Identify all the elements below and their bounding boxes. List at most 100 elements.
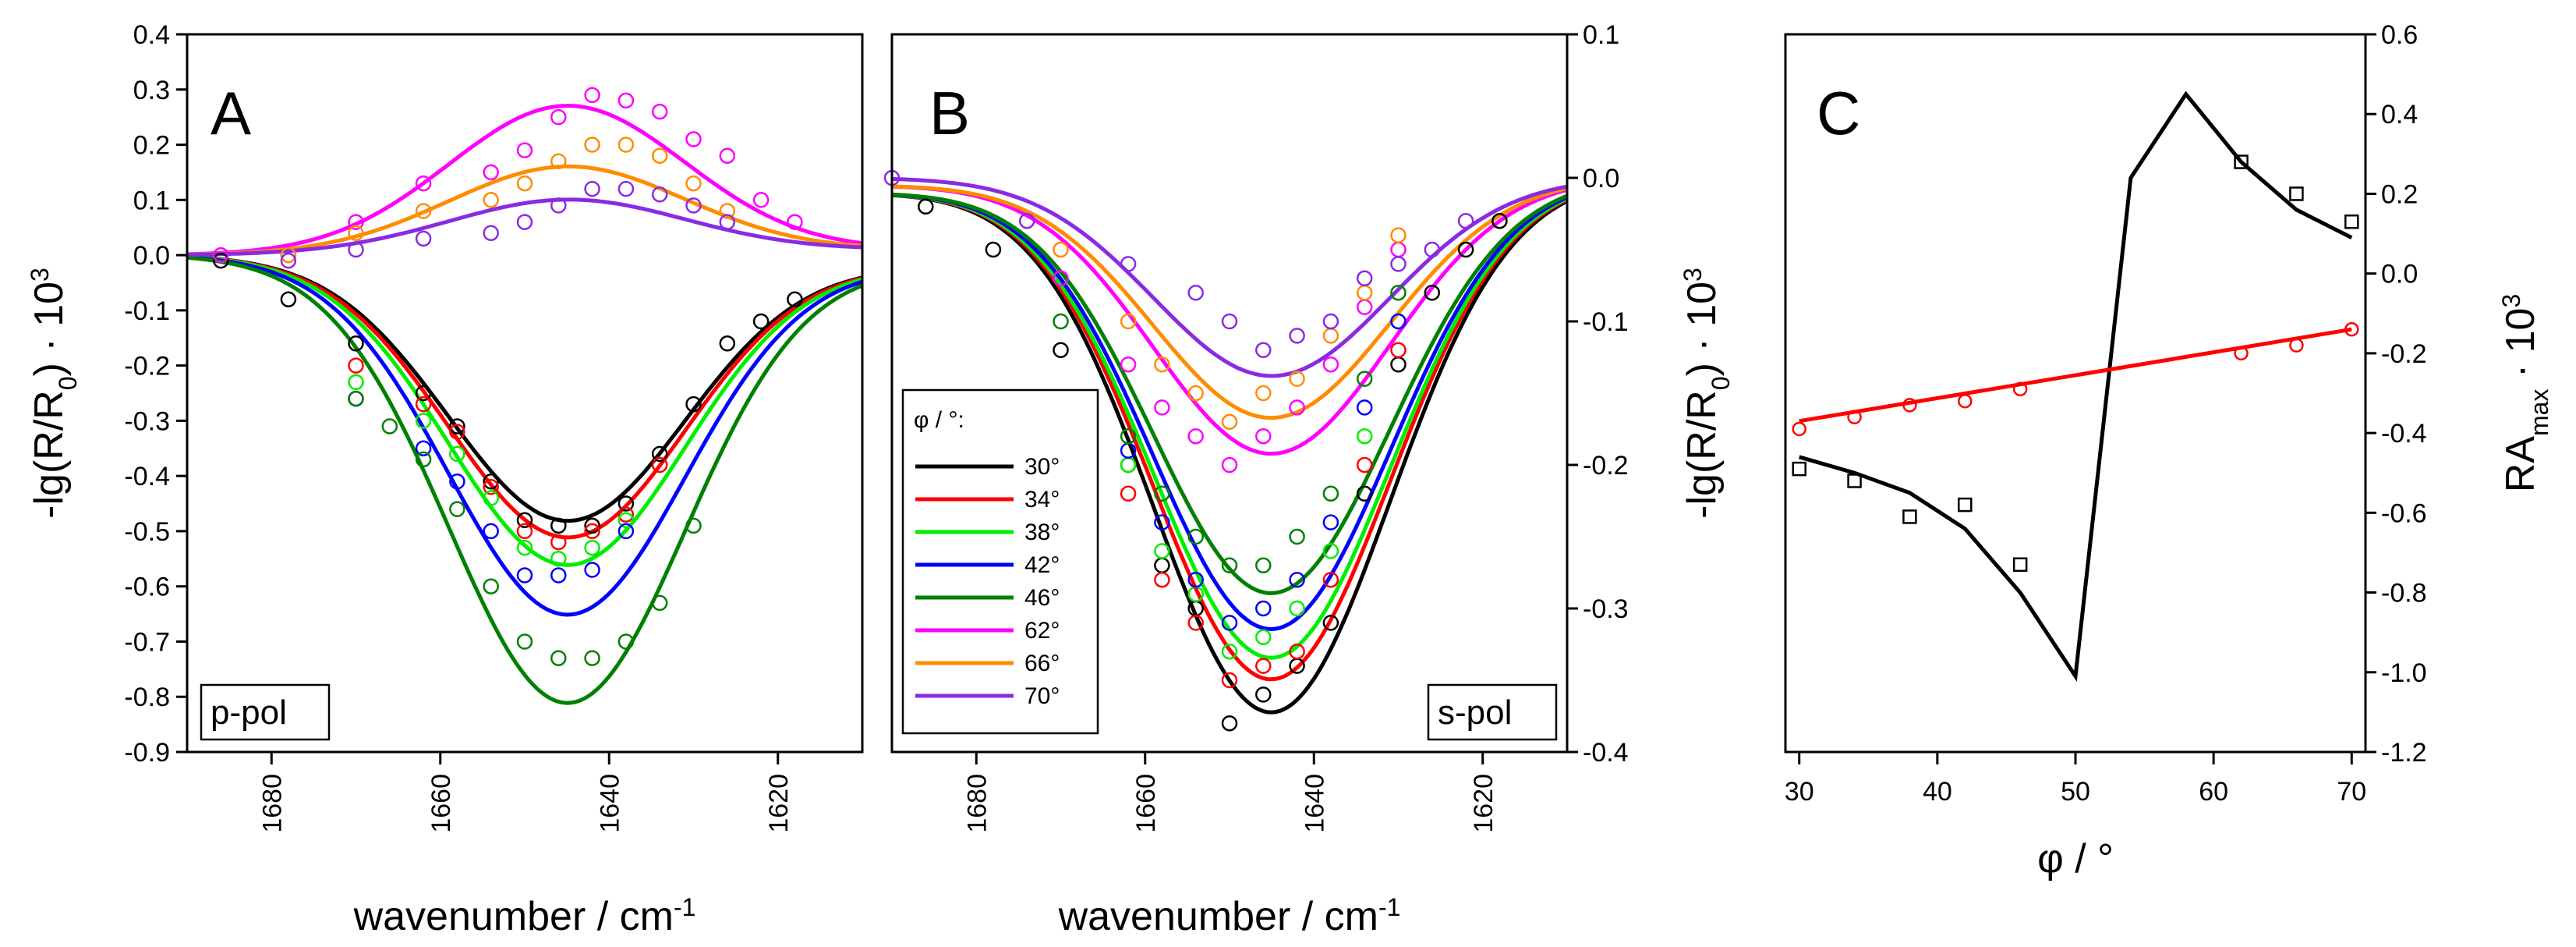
data-point-38 — [1154, 543, 1170, 559]
series-line-46 — [891, 192, 1568, 595]
y-tick-label: -0.4 — [1583, 738, 1629, 768]
data-point-66 — [1255, 385, 1272, 402]
legend-box — [901, 388, 1099, 735]
y-tick-label: 0.2 — [2381, 179, 2418, 209]
legend-entry-70: 70° — [1024, 683, 1060, 709]
panel-b-xlabel: wavenumber / cm-1 — [1058, 893, 1401, 939]
data-point-66 — [584, 137, 600, 153]
data-point-30 — [1322, 615, 1339, 631]
data-point-30 — [1424, 284, 1441, 301]
x-tick-label: 70 — [2337, 777, 2366, 807]
x-tick-label: 1680 — [257, 774, 287, 833]
data-point-46 — [1120, 427, 1137, 445]
x-tick-label: 40 — [1923, 777, 1952, 807]
data-point-30 — [985, 241, 1002, 258]
data-point-38 — [1120, 456, 1137, 474]
data-point-46 — [449, 501, 465, 517]
panel-c-ticks: 0.6 0.4 0.2 0.0 -0.2 -0.4 -0.6 -0.8 -1.0 -1.2 30 40… — [1785, 20, 2427, 807]
x-tick-label: 30 — [1785, 777, 1814, 807]
data-point-62 — [651, 103, 668, 120]
panel-c-frame — [1784, 33, 2367, 754]
data-point-62 — [1053, 270, 1069, 287]
data-point-38 — [415, 413, 432, 429]
data-point-30 — [1053, 342, 1069, 359]
legend-entry-38: 38° — [1024, 520, 1060, 545]
legend-entry-30: 30° — [1024, 454, 1060, 480]
data-point-42 — [550, 567, 567, 583]
data-point-30 — [280, 291, 297, 307]
y-tick-label: -0.5 — [124, 517, 170, 547]
data-point-46 — [415, 451, 432, 468]
data-point-62 — [516, 142, 533, 158]
data-point-66 — [1356, 284, 1373, 301]
data-point-70 — [415, 230, 432, 247]
data-point-30 — [584, 517, 600, 534]
data-point-70 — [1424, 241, 1441, 258]
data-point-42 — [617, 523, 635, 540]
panel-a-ticks: 0.4 0.3 0.2 0.1 0.0 -0.1 -0.2 -0.3 -0.4 -0.5 -0.6 -… — [124, 20, 793, 833]
series-line-66 — [186, 164, 863, 257]
data-point-62 — [1154, 399, 1170, 416]
data-point-34 — [516, 523, 533, 540]
data-point-34 — [1187, 615, 1204, 631]
data-point-66 — [415, 203, 432, 219]
x-tick-label: 1620 — [764, 774, 794, 833]
data-point-p — [2344, 214, 2359, 229]
data-point-62 — [787, 214, 803, 230]
data-point-46 — [1322, 485, 1339, 502]
data-point-46 — [381, 418, 398, 434]
data-point-38 — [1221, 643, 1238, 660]
data-point-30 — [787, 291, 803, 307]
y-tick-label: -0.4 — [2381, 419, 2427, 449]
y-tick-label: 0.4 — [2381, 100, 2418, 129]
data-point-66 — [550, 153, 567, 170]
data-point-66 — [617, 137, 635, 153]
data-point-46 — [685, 517, 702, 534]
x-tick-label: 1640 — [595, 774, 625, 833]
data-point-38 — [348, 374, 364, 391]
y-tick-label: 0.2 — [133, 131, 170, 161]
data-point-66 — [685, 175, 702, 192]
data-point-70 — [1322, 313, 1339, 330]
data-point-34 — [1322, 571, 1339, 588]
data-point-30 — [719, 335, 736, 352]
y-tick-label: 0.0 — [1583, 164, 1619, 193]
data-point-34 — [1255, 658, 1272, 674]
data-point-70 — [651, 186, 668, 203]
series-line-42 — [891, 193, 1569, 632]
series-line-34 — [186, 254, 863, 540]
data-point-42 — [483, 523, 499, 540]
data-point-30 — [1356, 485, 1373, 502]
series-line-p — [1799, 90, 2353, 683]
data-point-62 — [719, 147, 736, 164]
data-point-38 — [1356, 427, 1373, 445]
data-point-34 — [1154, 571, 1170, 588]
data-point-30 — [1491, 212, 1508, 229]
y-tick-label: -0.2 — [1583, 451, 1629, 481]
y-tick-label: -1.0 — [2381, 658, 2427, 688]
data-point-34 — [415, 395, 432, 413]
data-point-70 — [1255, 342, 1272, 359]
data-point-70 — [1221, 313, 1238, 330]
data-point-70 — [1120, 256, 1137, 272]
data-point-30 — [550, 517, 567, 534]
x-tick-label: 1660 — [426, 774, 456, 833]
data-point-38 — [449, 445, 465, 463]
data-point-42 — [1154, 514, 1170, 530]
series-line-30 — [186, 254, 863, 523]
data-point-66 — [483, 192, 499, 208]
series-line-30 — [891, 193, 1569, 715]
panel-a-plot-area — [186, 87, 863, 705]
data-point-46 — [348, 390, 364, 407]
series-line-42 — [186, 255, 863, 617]
data-point-46 — [516, 633, 533, 650]
legend-entry-42: 42° — [1024, 552, 1060, 578]
data-point-46 — [483, 578, 499, 594]
data-point-p — [1958, 497, 1973, 513]
data-point-66 — [651, 147, 668, 164]
data-point-30 — [651, 445, 668, 463]
data-point-s — [1792, 421, 1806, 437]
data-point-30 — [1457, 241, 1474, 258]
series-line-62 — [891, 184, 1568, 456]
